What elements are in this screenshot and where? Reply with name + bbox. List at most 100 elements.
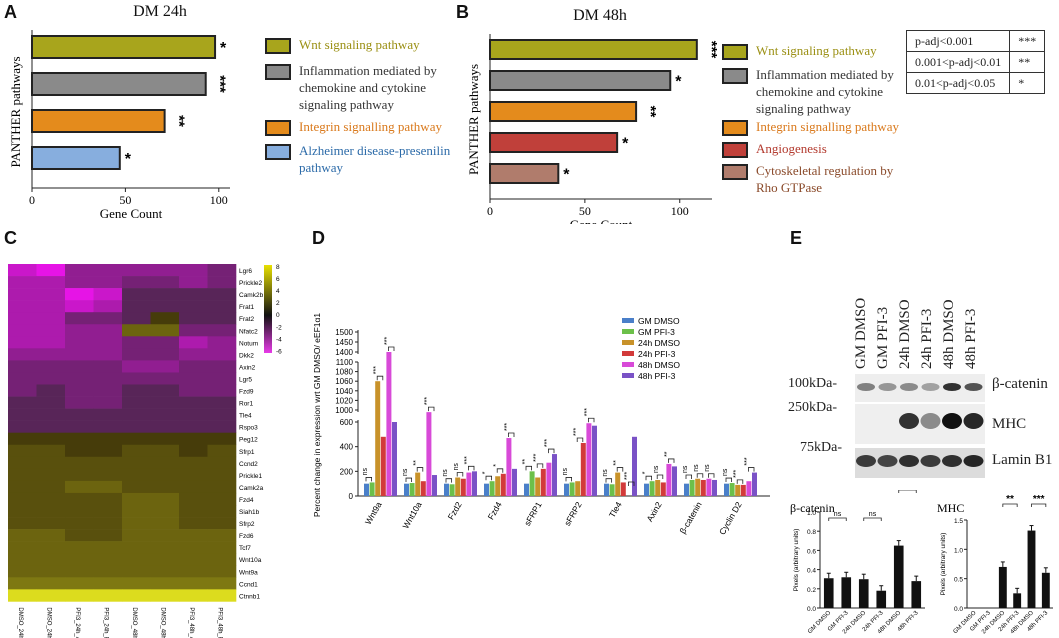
heatmap-cell <box>122 529 151 542</box>
band-beta-catenin <box>921 383 940 391</box>
heatmap-cell <box>36 553 66 566</box>
significance-bracket <box>428 406 435 412</box>
significance-mark: *** <box>703 41 720 59</box>
heatmap-cell <box>93 589 123 602</box>
heatmap-cell <box>150 529 180 542</box>
heatmap-cell <box>65 565 94 578</box>
y-tick-label: 1080 <box>335 368 353 377</box>
significance-mark: *** <box>624 472 631 480</box>
bar <box>729 483 735 496</box>
heatmap-cell <box>179 312 208 325</box>
bar <box>409 483 415 496</box>
heatmap-cell <box>207 348 237 361</box>
heatmap-cell <box>207 480 237 494</box>
significance-bracket <box>525 465 532 471</box>
significance-bracket <box>576 437 584 442</box>
y-axis-label: PANTHER pathways <box>8 56 23 167</box>
heatmap-cell <box>150 264 180 277</box>
heatmap-cell <box>150 348 180 361</box>
legend-swatch <box>722 164 748 180</box>
heatmap-cell <box>150 324 180 337</box>
legend-item: Integrin signalling pathway <box>722 118 900 136</box>
colorbar-tick: 8 <box>276 264 280 271</box>
heatmap-cell <box>93 444 123 458</box>
heatmap-cell <box>65 288 94 301</box>
significance-bracket <box>708 473 715 478</box>
heatmap-cell <box>150 396 180 409</box>
heatmap-cell <box>65 300 94 313</box>
heatmap-cell <box>93 505 123 518</box>
x-tick-label: 0 <box>487 204 493 218</box>
bar <box>586 423 592 496</box>
heatmap-cell <box>93 300 123 313</box>
heatmap-cell <box>179 324 208 337</box>
heatmap-cell <box>207 300 237 313</box>
heatmap-row-label: Ror1 <box>239 401 253 408</box>
bar <box>1013 593 1022 608</box>
heatmap-cell <box>8 312 37 325</box>
heatmap-row-label: Lgr5 <box>239 376 252 383</box>
panel-e-label: E <box>790 228 803 248</box>
bar <box>564 483 569 496</box>
legend-swatch <box>622 362 634 367</box>
heatmap-row-label: Camk2b <box>239 292 264 299</box>
bar <box>609 484 615 496</box>
heatmap-row-label: Rspo3 <box>239 425 258 432</box>
heatmap-cell <box>207 312 237 325</box>
heatmap-cell <box>207 505 237 518</box>
bar <box>500 473 506 496</box>
heatmap-cell <box>150 505 180 518</box>
legend-swatch <box>622 373 634 378</box>
heatmap-col-label: DMSO_48h_B <box>160 607 166 638</box>
y-tick-label: 0.8 <box>807 529 816 536</box>
heatmap-cell <box>65 589 94 602</box>
sig-threshold: p-adj<0.001 <box>905 30 1011 52</box>
significance-mark: *** <box>733 469 740 477</box>
heatmap-cell <box>93 264 123 277</box>
heatmap-cell <box>207 336 237 349</box>
heatmap-cell <box>65 408 94 421</box>
heatmap-cell <box>36 408 66 421</box>
significance-mark: * <box>622 136 629 153</box>
significance-bracket <box>748 467 755 472</box>
x-axis-label: Gene Count <box>100 206 163 221</box>
bar <box>666 463 672 496</box>
legend-label: Alzheimer disease-presenilin pathway <box>299 143 451 175</box>
heatmap-cell <box>207 432 237 446</box>
sig-symbol: * <box>1009 72 1046 94</box>
heatmap-row-label: Fzd4 <box>239 497 254 504</box>
significance-mark: *** <box>464 456 471 464</box>
bar <box>444 483 449 496</box>
y-tick-label: 0.5 <box>954 577 963 584</box>
heatmap-cell <box>8 408 37 421</box>
heatmap-cell <box>8 300 37 313</box>
heatmap-cell <box>36 324 66 337</box>
bar <box>489 70 672 91</box>
heatmap-col-label: DMSO_24h_A <box>17 607 23 638</box>
y-axis-label: PANTHER pathways <box>466 64 481 175</box>
significance-mark: *** <box>1033 494 1045 505</box>
significance-mark: ns <box>869 511 877 518</box>
bar <box>660 482 666 496</box>
heatmap-cell <box>93 360 123 373</box>
bar <box>740 484 746 496</box>
bar <box>489 163 560 184</box>
heatmap-cell <box>179 553 208 566</box>
legend-swatch <box>265 64 291 80</box>
heatmap-cell <box>93 384 123 397</box>
bar <box>644 483 649 496</box>
significance-table: p-adj<0.001 *** 0.001<p-adj<0.01 ** 0.01<p… <box>905 30 1046 94</box>
significance-mark: * <box>642 471 649 474</box>
legend-item: Alzheimer disease-presenilin pathway <box>265 142 455 176</box>
y-tick-label: 0.2 <box>807 587 816 594</box>
heatmap-cell <box>179 456 208 470</box>
bar <box>684 483 689 496</box>
heatmap-cell <box>8 492 37 506</box>
legend-label: Inflammation mediated by chemokine and c… <box>756 67 894 116</box>
heatmap-cell <box>179 468 208 482</box>
y-tick-label: 0.0 <box>807 606 816 613</box>
significance-bracket <box>1002 503 1018 507</box>
heatmap-cell <box>36 492 66 506</box>
heatmap-row-label: Ccnd2 <box>239 461 258 468</box>
bar <box>535 477 541 496</box>
